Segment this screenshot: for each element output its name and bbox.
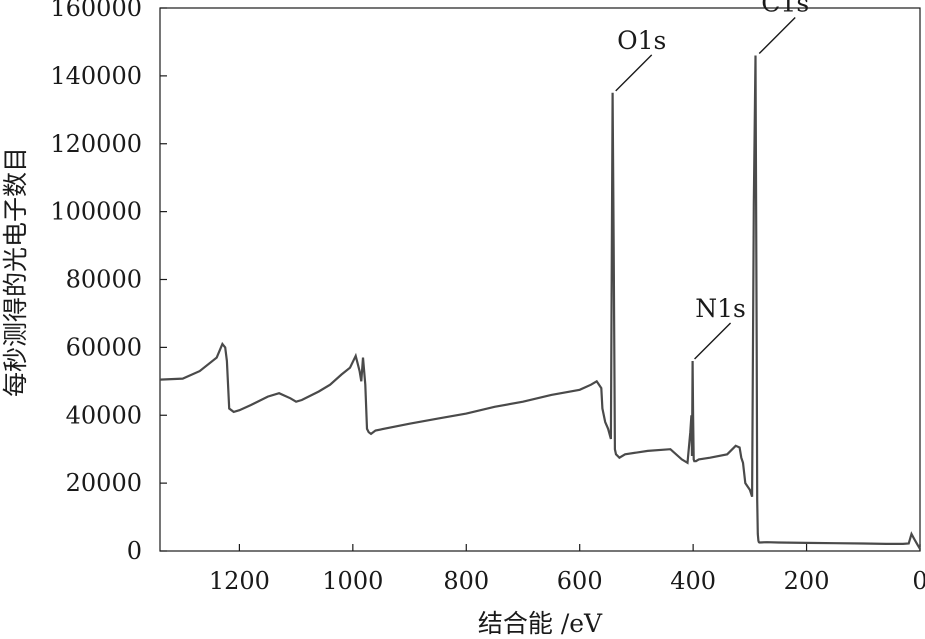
y-tick-label: 120000 (50, 130, 142, 158)
x-tick-label: 1200 (209, 567, 270, 595)
peak-annotations: O1s N1s C1s (615, 0, 809, 360)
y-tick-label: 60000 (66, 333, 142, 361)
peak-leader-line (615, 54, 653, 92)
peak-leader-line (694, 322, 732, 360)
plot-frame (159, 7, 921, 552)
x-tick-label: 0 (912, 567, 925, 595)
x-tick-label: 600 (557, 567, 603, 595)
peak-leader-line (758, 17, 796, 55)
x-tick-label: 400 (670, 567, 716, 595)
x-axis-ticks: 1200 1000 800 600 400 200 0 (209, 544, 925, 595)
y-tick-label: 160000 (50, 0, 142, 22)
x-tick-label: 800 (443, 567, 489, 595)
y-tick-label: 80000 (66, 266, 142, 294)
peak-label: N1s (695, 294, 746, 323)
y-axis-ticks: 0 20000 40000 60000 80000 100000 120000 140000 1… (50, 0, 167, 565)
y-tick-label: 40000 (66, 401, 142, 429)
y-tick-label: 140000 (50, 62, 142, 90)
spectrum-line (159, 55, 921, 550)
x-tick-label: 200 (784, 567, 830, 595)
x-tick-label: 1000 (322, 567, 383, 595)
x-axis-title: 结合能 /eV (478, 609, 603, 638)
y-tick-label: 100000 (50, 198, 142, 226)
y-tick-label: 20000 (66, 469, 142, 497)
y-axis-title: 每秒测得的光电子数目 (1, 147, 30, 397)
y-tick-label: 0 (127, 537, 142, 565)
peak-label: O1s (617, 26, 666, 55)
peak-label: C1s (761, 0, 809, 18)
